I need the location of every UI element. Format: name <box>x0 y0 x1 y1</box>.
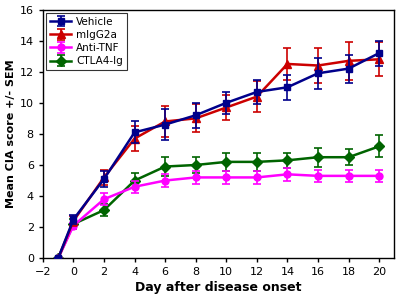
Y-axis label: Mean CIA score +/- SEM: Mean CIA score +/- SEM <box>6 60 16 208</box>
X-axis label: Day after disease onset: Day after disease onset <box>136 281 302 294</box>
Legend: Vehicle, mIgG2a, Anti-TNF, CTLA4-Ig: Vehicle, mIgG2a, Anti-TNF, CTLA4-Ig <box>46 13 127 70</box>
